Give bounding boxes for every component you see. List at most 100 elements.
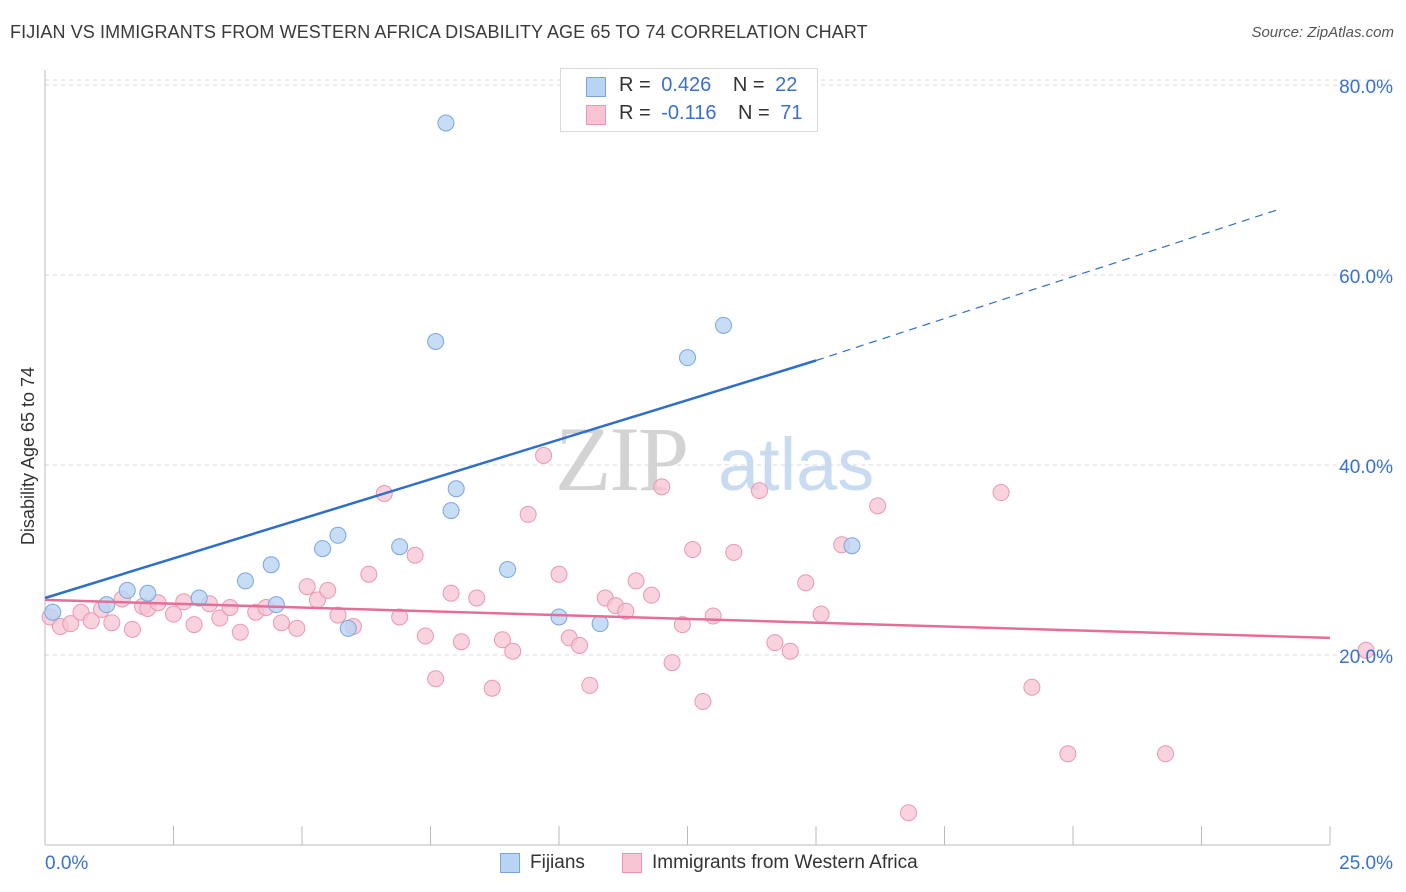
data-point-immigrants (581, 676, 599, 694)
data-point-immigrants (571, 637, 589, 654)
legend-label-fijians: Fijians (530, 852, 585, 873)
series-legend: Fijians Immigrants from Western Africa (0, 852, 1406, 878)
y-tick-label: 20.0% (1339, 647, 1393, 668)
data-point-immigrants (684, 541, 702, 559)
data-point-immigrants (766, 634, 784, 652)
y-axis-label: Disability Age 65 to 74 (18, 367, 38, 545)
data-point-immigrants (673, 616, 691, 634)
legend-item-fijians[interactable]: Fijians (500, 852, 585, 874)
watermark-zip: ZIP (555, 408, 687, 510)
data-point-immigrants (1157, 745, 1175, 763)
legend-r-label: R = (619, 102, 651, 124)
data-point-fijians (139, 584, 157, 602)
data-point-immigrants (211, 609, 229, 627)
data-point-fijians (442, 502, 460, 520)
data-point-immigrants (175, 593, 193, 611)
x-tick-label: 25.0% (1339, 853, 1393, 874)
data-point-immigrants (550, 565, 568, 583)
data-point-immigrants (992, 484, 1010, 502)
data-point-immigrants (442, 584, 460, 602)
data-point-fijians (339, 619, 357, 637)
data-point-immigrants (468, 589, 486, 607)
data-point-immigrants (653, 478, 671, 496)
data-point-fijians (447, 480, 465, 498)
data-point-immigrants (694, 693, 712, 711)
data-point-immigrants (319, 581, 337, 599)
data-point-immigrants (231, 623, 249, 641)
data-point-fijians (679, 349, 696, 367)
series-immigrants-western-africa (41, 447, 1375, 822)
trend-line-fijians (44, 359, 817, 600)
trend-line-fijians-extension (815, 208, 1279, 362)
data-point-immigrants (869, 497, 887, 515)
data-point-immigrants (123, 620, 141, 638)
data-point-fijians (499, 561, 517, 578)
data-point-fijians (267, 596, 285, 614)
y-tick-label: 40.0% (1339, 457, 1393, 478)
data-point-immigrants (406, 546, 424, 564)
correlation-legend: R = 0.426 N = 22 R = -0.116 N = 71 (560, 68, 818, 132)
data-point-immigrants (704, 607, 722, 625)
data-point-immigrants (627, 572, 645, 590)
data-point-immigrants (221, 599, 239, 616)
series-fijians (44, 114, 861, 637)
data-point-immigrants (535, 447, 553, 464)
data-point-fijians (591, 615, 609, 633)
legend-r-value: 0.426 (661, 74, 712, 96)
data-point-immigrants (329, 606, 347, 624)
data-point-immigrants (493, 631, 511, 649)
data-point-immigrants (391, 608, 409, 626)
legend-r-value: -0.116 (661, 102, 717, 124)
legend-swatch-pink (586, 105, 606, 125)
data-point-immigrants (103, 614, 121, 632)
data-point-immigrants (427, 670, 445, 688)
data-point-immigrants (416, 627, 434, 645)
data-point-immigrants (452, 633, 470, 651)
chart-title: FIJIAN VS IMMIGRANTS FROM WESTERN AFRICA… (10, 22, 868, 42)
data-point-immigrants (288, 619, 306, 637)
data-point-immigrants (1059, 745, 1077, 763)
data-point-fijians (391, 538, 409, 556)
legend-n-label: N = (732, 74, 765, 96)
data-point-fijians (550, 608, 568, 626)
legend-r-label: R = (619, 74, 651, 96)
data-point-fijians (437, 114, 455, 132)
data-point-fijians (236, 572, 254, 590)
y-tick-label: 80.0% (1339, 77, 1393, 98)
data-point-immigrants (82, 612, 100, 630)
data-point-immigrants (617, 602, 635, 620)
data-point-immigrants (781, 642, 799, 660)
legend-n-value: 71 (780, 102, 803, 124)
data-point-fijians (843, 537, 861, 555)
data-point-immigrants (1357, 641, 1375, 659)
data-point-fijians (118, 581, 136, 599)
data-point-fijians (98, 596, 116, 614)
axes (44, 70, 1331, 846)
legend-swatch-blue (500, 853, 520, 873)
data-point-immigrants (1023, 678, 1041, 696)
data-point-immigrants (272, 614, 290, 632)
trend-lines (44, 208, 1331, 640)
data-point-immigrants (62, 615, 80, 633)
data-point-immigrants (663, 654, 681, 672)
data-point-immigrants (900, 804, 918, 822)
legend-n-value: 22 (775, 74, 798, 96)
y-tick-label: 60.0% (1339, 267, 1393, 288)
data-point-fijians (314, 540, 332, 558)
data-point-immigrants (643, 586, 661, 604)
data-point-immigrants (519, 505, 537, 523)
data-point-immigrants (298, 578, 316, 596)
data-point-fijians (44, 603, 62, 621)
data-point-immigrants (725, 543, 743, 561)
legend-item-immigrants[interactable]: Immigrants from Western Africa (622, 852, 918, 874)
watermark: ZIP atlas (555, 408, 874, 510)
gridlines (45, 79, 1392, 656)
source-label: Source: ZipAtlas.com (1251, 24, 1394, 41)
legend-label-immigrants: Immigrants from Western Africa (652, 852, 918, 873)
data-point-fijians (714, 316, 732, 334)
data-point-immigrants (812, 605, 830, 623)
legend-n-label: N = (738, 102, 770, 124)
x-tick-label: 0.0% (45, 853, 88, 874)
tick-labels: 20.0% 40.0% 60.0% 80.0% 0.0% 25.0% (45, 77, 1393, 874)
